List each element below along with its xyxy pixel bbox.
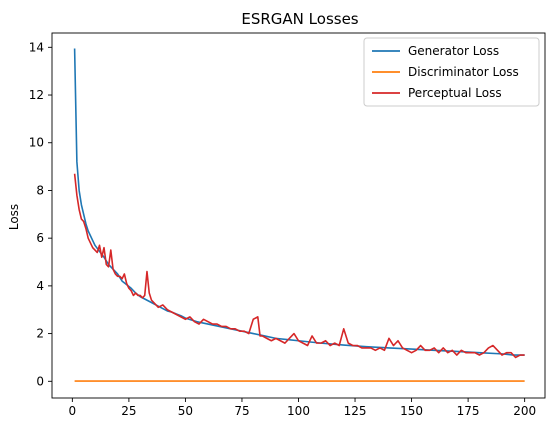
legend: Generator Loss Discriminator Loss Perceptu… — [363, 37, 540, 107]
legend-label: Perceptual Loss — [408, 86, 502, 100]
plot-area — [51, 32, 546, 399]
x-tick-label: 175 — [457, 404, 480, 418]
x-tick-label: 75 — [234, 404, 249, 418]
y-axis-label: Loss — [7, 204, 21, 230]
x-axis: 0 25 50 75 100 125 150 175 200 — [69, 398, 536, 418]
y-tick-label: 0 — [36, 374, 44, 388]
x-tick-label: 50 — [178, 404, 193, 418]
legend-label: Generator Loss — [408, 44, 499, 58]
x-tick-label: 100 — [287, 404, 310, 418]
y-tick-label: 8 — [36, 183, 44, 197]
legend-box — [363, 37, 540, 107]
x-tick-label: 125 — [344, 404, 367, 418]
y-tick-label: 6 — [36, 231, 44, 245]
series-line-perceptual-loss — [73, 173, 525, 359]
x-tick-label: 150 — [400, 404, 423, 418]
x-tick-label: 200 — [513, 404, 536, 418]
y-tick-label: 12 — [29, 88, 44, 102]
y-tick-label: 10 — [29, 136, 44, 150]
x-tick-label: 0 — [69, 404, 77, 418]
y-tick-label: 14 — [29, 40, 44, 54]
y-axis: 0 2 4 6 8 10 12 14 — [29, 40, 52, 388]
x-tick-label: 25 — [121, 404, 136, 418]
legend-label: Discriminator Loss — [408, 65, 519, 79]
y-tick-label: 4 — [36, 279, 44, 293]
chart-title: ESRGAN Losses — [241, 10, 358, 28]
y-tick-label: 2 — [36, 327, 44, 341]
